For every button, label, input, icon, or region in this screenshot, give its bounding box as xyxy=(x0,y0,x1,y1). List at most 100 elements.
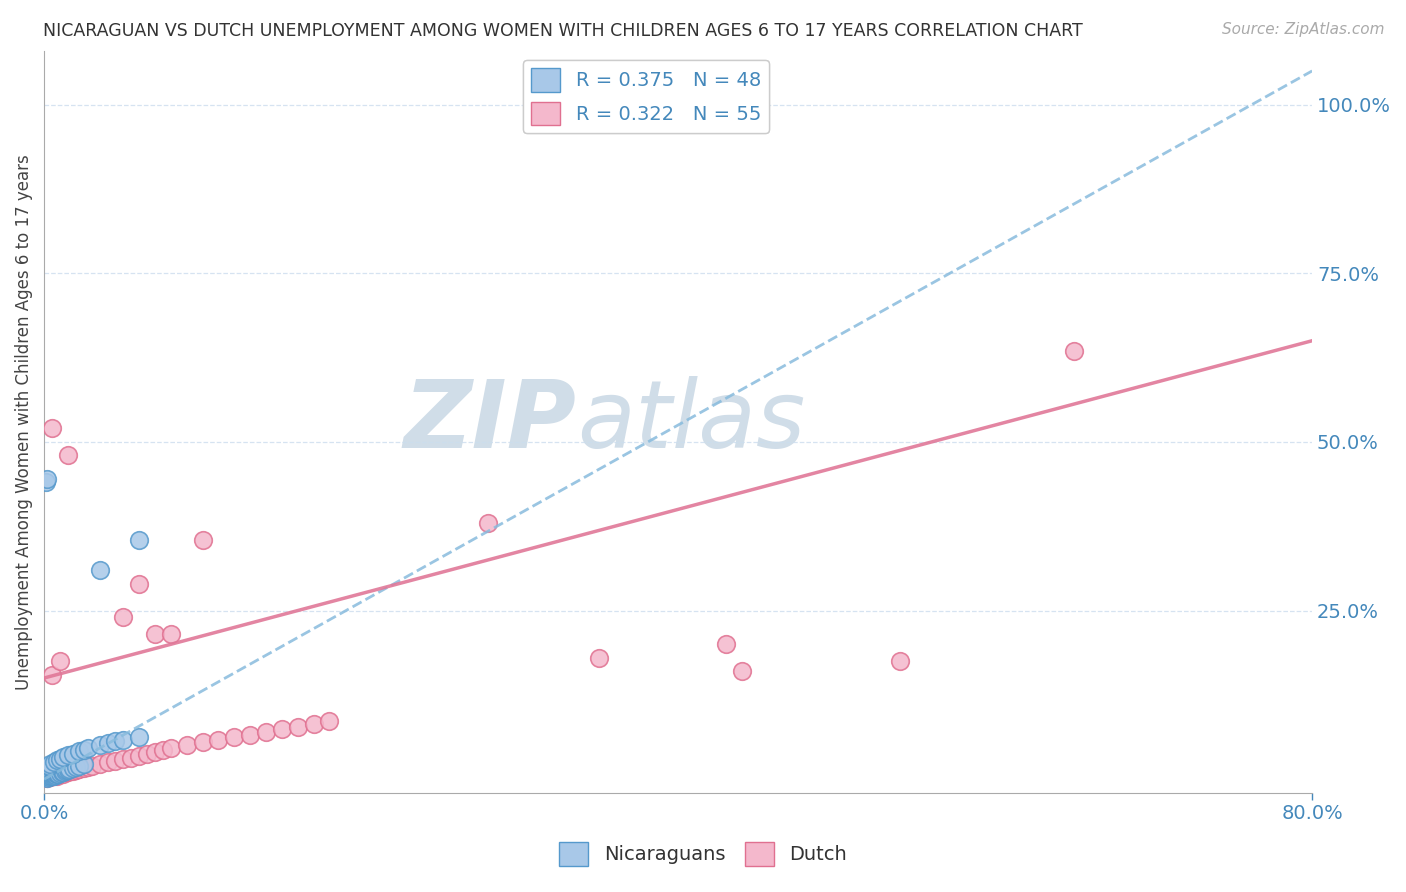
Point xyxy=(39,770,62,784)
Point xyxy=(35,475,58,490)
Point xyxy=(45,765,67,780)
Point xyxy=(128,576,150,591)
Point xyxy=(62,747,84,761)
Point xyxy=(89,757,111,772)
Point xyxy=(65,760,87,774)
Point xyxy=(44,768,66,782)
Point xyxy=(889,654,911,668)
Point xyxy=(112,733,135,747)
Point xyxy=(588,650,610,665)
Point xyxy=(37,472,59,486)
Point xyxy=(1063,343,1085,358)
Point xyxy=(51,765,73,780)
Point xyxy=(73,761,96,775)
Point xyxy=(37,771,59,785)
Point xyxy=(48,767,70,781)
Text: Source: ZipAtlas.com: Source: ZipAtlas.com xyxy=(1222,22,1385,37)
Point xyxy=(77,741,100,756)
Point xyxy=(56,765,79,780)
Point xyxy=(41,769,63,783)
Point xyxy=(49,654,72,668)
Point xyxy=(143,745,166,759)
Point xyxy=(207,733,229,747)
Point xyxy=(112,752,135,766)
Point xyxy=(42,769,65,783)
Point xyxy=(49,766,72,780)
Point xyxy=(37,771,59,785)
Point xyxy=(176,739,198,753)
Point xyxy=(239,728,262,742)
Point xyxy=(53,765,76,780)
Point xyxy=(143,627,166,641)
Point xyxy=(45,769,67,783)
Text: NICARAGUAN VS DUTCH UNEMPLOYMENT AMONG WOMEN WITH CHILDREN AGES 6 TO 17 YEARS CO: NICARAGUAN VS DUTCH UNEMPLOYMENT AMONG W… xyxy=(42,22,1083,40)
Point xyxy=(42,766,65,780)
Point xyxy=(224,731,246,745)
Point xyxy=(270,723,292,737)
Point xyxy=(41,667,63,681)
Point xyxy=(48,766,70,780)
Point xyxy=(96,736,118,750)
Point xyxy=(160,627,183,641)
Point xyxy=(56,763,79,777)
Point xyxy=(39,767,62,781)
Point xyxy=(38,770,60,784)
Point xyxy=(45,767,67,781)
Point xyxy=(35,769,58,783)
Point xyxy=(56,449,79,463)
Point xyxy=(254,725,277,739)
Point xyxy=(73,757,96,772)
Point xyxy=(152,743,174,757)
Point xyxy=(52,766,75,780)
Point xyxy=(104,734,127,748)
Point xyxy=(714,637,737,651)
Point xyxy=(128,748,150,763)
Point xyxy=(52,750,75,764)
Point xyxy=(104,754,127,768)
Point xyxy=(41,769,63,783)
Point xyxy=(58,762,80,776)
Point xyxy=(53,764,76,778)
Point xyxy=(45,753,67,767)
Y-axis label: Unemployment Among Women with Children Ages 6 to 17 years: Unemployment Among Women with Children A… xyxy=(15,153,32,690)
Point xyxy=(41,766,63,780)
Point xyxy=(80,758,103,772)
Point xyxy=(38,758,60,772)
Point xyxy=(302,717,325,731)
Point xyxy=(39,769,62,783)
Point xyxy=(35,770,58,784)
Legend: R = 0.375   N = 48, R = 0.322   N = 55: R = 0.375 N = 48, R = 0.322 N = 55 xyxy=(523,61,769,133)
Point xyxy=(39,757,62,772)
Point xyxy=(191,533,214,547)
Point xyxy=(67,758,90,772)
Point xyxy=(191,735,214,749)
Point xyxy=(38,769,60,783)
Point xyxy=(128,731,150,745)
Point xyxy=(477,516,499,530)
Point xyxy=(42,769,65,783)
Point xyxy=(51,766,73,780)
Point xyxy=(44,768,66,782)
Point xyxy=(318,714,340,728)
Point xyxy=(112,610,135,624)
Point xyxy=(49,767,72,781)
Point xyxy=(136,747,159,761)
Point xyxy=(62,761,84,775)
Point xyxy=(52,764,75,779)
Point xyxy=(160,741,183,756)
Point xyxy=(38,768,60,782)
Point xyxy=(58,764,80,778)
Point xyxy=(77,760,100,774)
Point xyxy=(37,769,59,783)
Text: atlas: atlas xyxy=(576,376,804,467)
Point xyxy=(67,762,90,776)
Point xyxy=(55,764,77,778)
Point xyxy=(73,742,96,756)
Point xyxy=(44,766,66,780)
Point xyxy=(42,756,65,770)
Point xyxy=(89,739,111,753)
Point xyxy=(49,752,72,766)
Point xyxy=(41,421,63,435)
Point xyxy=(89,563,111,577)
Legend: Nicaraguans, Dutch: Nicaraguans, Dutch xyxy=(551,834,855,873)
